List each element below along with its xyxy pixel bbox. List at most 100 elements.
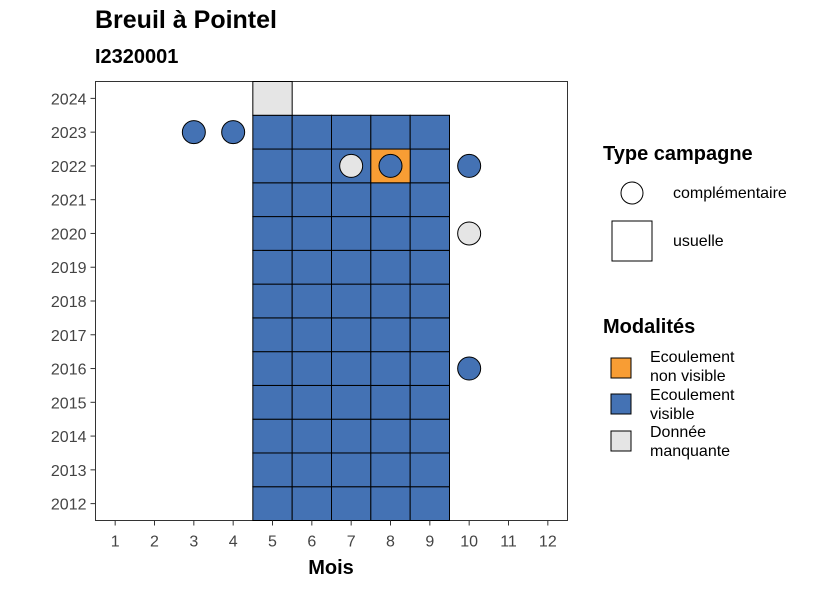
x-tick-label: 6 [307, 534, 316, 551]
heatmap-tile [370, 452, 411, 488]
usuelle-tiles [252, 81, 450, 522]
heatmap-tile [370, 317, 411, 353]
heatmap-tile [291, 351, 332, 386]
x-tick-label: 4 [229, 534, 238, 551]
x-tick-label: 7 [347, 534, 356, 551]
heatmap-tile [409, 351, 450, 386]
heatmap-tile [370, 486, 411, 522]
legend-type-label: complémentaire [673, 185, 787, 202]
x-tick-label: 11 [500, 534, 517, 551]
heatmap-tile [252, 452, 293, 488]
x-tick-label: 3 [189, 534, 198, 551]
legend-modalite-label: Ecoulement visible [650, 387, 735, 423]
heatmap-tile [409, 486, 450, 522]
heatmap-tile [252, 283, 293, 319]
y-tick-label: 2014 [51, 429, 87, 446]
heatmap-tile [409, 216, 450, 251]
complementaire-point [378, 153, 403, 178]
heatmap-tile [370, 384, 411, 420]
heatmap-tile [291, 384, 332, 420]
heatmap-tile [252, 148, 293, 184]
legend-type-label: usuelle [673, 233, 724, 250]
legend-modalite-label: Donnée manquante [650, 424, 731, 460]
heatmap-tile [252, 249, 293, 285]
heatmap-tile [252, 216, 293, 251]
heatmap-tile [331, 182, 372, 218]
y-tick-label: 2020 [51, 226, 87, 243]
y-tick-label: 2012 [51, 497, 87, 514]
heatmap-tile [409, 452, 450, 488]
y-tick-label: 2022 [51, 159, 87, 176]
y-tick-label: 2023 [51, 125, 87, 142]
x-axis-label: Mois [308, 557, 354, 579]
heatmap-tile [252, 81, 293, 116]
y-tick-label: 2013 [51, 463, 87, 480]
x-tick-label: 9 [425, 534, 434, 551]
legend-type-title: Type campagne [603, 143, 753, 165]
y-tick-label: 2018 [51, 294, 87, 311]
x-axis: 1 2 3 4 5 6 7 8 9 10 11 12 [111, 520, 557, 551]
heatmap-tile [291, 486, 332, 522]
legend-modalites-title: Modalités [603, 316, 696, 338]
heatmap-tile [370, 114, 411, 150]
heatmap-tile [409, 283, 450, 319]
heatmap-tile [370, 249, 411, 285]
heatmap-tile [291, 216, 332, 251]
heatmap-tile [409, 114, 450, 150]
heatmap-tile [409, 418, 450, 454]
heatmap-tile [331, 216, 372, 251]
heatmap-tile [291, 418, 332, 454]
heatmap-tile [252, 317, 293, 353]
heatmap-tile [291, 114, 332, 150]
heatmap-tile [331, 114, 372, 150]
heatmap-tile [409, 384, 450, 420]
legend-modalite-label: Ecoulement non visible [650, 349, 735, 385]
heatmap-tile [331, 351, 372, 386]
y-tick-label: 2015 [51, 395, 87, 412]
complementaire-point [339, 153, 364, 178]
heatmap-tile [409, 148, 450, 184]
heatmap-tile [409, 182, 450, 218]
heatmap-tile [331, 249, 372, 285]
heatmap-tile [409, 249, 450, 285]
x-tick-label: 10 [460, 534, 478, 551]
y-tick-label: 2017 [51, 328, 87, 345]
heatmap-tile [331, 486, 372, 522]
heatmap-tile [291, 182, 332, 218]
heatmap-tile [370, 182, 411, 218]
heatmap-tile [252, 418, 293, 454]
heatmap-tile [331, 317, 372, 353]
legend-square-swatch [611, 220, 653, 262]
heatmap-tile [331, 452, 372, 488]
y-tick-label: 2019 [51, 260, 87, 277]
heatmap-tile [291, 283, 332, 319]
y-tick-label: 2021 [51, 193, 87, 210]
complementaire-point [181, 120, 206, 145]
legend-swatch-manquante [610, 430, 632, 452]
heatmap-tile [409, 317, 450, 353]
heatmap-tile [370, 418, 411, 454]
heatmap-tile [252, 351, 293, 386]
heatmap-tile [291, 148, 332, 184]
heatmap-tile [252, 384, 293, 420]
heatmap-tile [331, 418, 372, 454]
legend-circle-swatch [620, 181, 644, 205]
complementaire-points [181, 120, 482, 381]
heatmap-tile [291, 452, 332, 488]
complementaire-point [457, 356, 482, 381]
heatmap-tile [252, 182, 293, 218]
heatmap-tile [252, 114, 293, 150]
x-tick-label: 2 [150, 534, 159, 551]
y-axis: 2012 2013 2014 2015 2016 2017 2018 2019 2020 2021… [51, 91, 96, 514]
heatmap-tile [331, 283, 372, 319]
heatmap-tile [291, 317, 332, 353]
x-tick-label: 5 [268, 534, 277, 551]
chart-title: Breuil à Pointel [95, 6, 277, 34]
complementaire-point [457, 153, 482, 178]
heatmap-tile [370, 283, 411, 319]
heatmap-tile [370, 216, 411, 251]
heatmap-tile [370, 351, 411, 386]
y-tick-label: 2016 [51, 362, 87, 379]
complementaire-point [457, 221, 482, 246]
